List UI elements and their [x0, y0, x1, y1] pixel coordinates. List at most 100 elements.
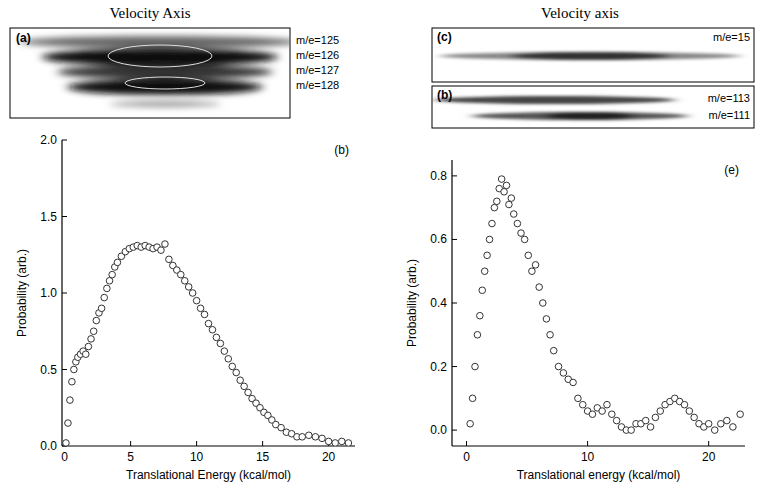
- data-point: [88, 336, 95, 343]
- image-band: [440, 52, 740, 60]
- y-tick: [62, 293, 67, 294]
- data-point: [114, 259, 121, 266]
- data-point: [529, 268, 536, 275]
- data-point: [85, 343, 92, 350]
- y-tick-label: 1.5: [40, 210, 57, 224]
- chart: 0.00.51.01.52.005101520Probability (arb.…: [15, 133, 355, 482]
- points: [63, 241, 352, 446]
- data-point: [71, 366, 78, 373]
- x-tick: [262, 441, 263, 446]
- section-title: Velocity axis: [541, 5, 619, 21]
- data-point: [686, 408, 693, 415]
- image-bands: [440, 52, 740, 60]
- data-point: [705, 420, 712, 427]
- data-point: [201, 311, 208, 318]
- data-point: [589, 411, 596, 418]
- data-point: [109, 271, 116, 278]
- data-point: [477, 312, 484, 319]
- x-axis-title: Translational energy (kcal/mol): [517, 468, 681, 482]
- data-point: [189, 290, 196, 297]
- data-point: [525, 252, 532, 259]
- figure: Velocity AxisVelocity axis(a)m/e=125m/e=…: [0, 0, 760, 492]
- data-point: [498, 176, 505, 183]
- x-tick-label: 0: [463, 450, 470, 464]
- y-tick-label: 0.8: [430, 169, 447, 183]
- image-band: [545, 112, 635, 120]
- data-point: [681, 401, 688, 408]
- data-point: [213, 334, 220, 341]
- image-band: [42, 48, 278, 66]
- data-point: [481, 268, 488, 275]
- data-point: [69, 378, 76, 385]
- data-point: [532, 262, 539, 269]
- section-title: Velocity Axis: [109, 5, 190, 21]
- y-tick: [62, 369, 67, 370]
- contour: [108, 45, 212, 67]
- y-tick: [452, 239, 457, 240]
- data-point: [63, 440, 70, 446]
- data-point: [579, 401, 586, 408]
- y-tick: [62, 140, 67, 141]
- data-point: [65, 420, 72, 427]
- data-point: [319, 435, 326, 442]
- data-point: [474, 331, 481, 338]
- data-point: [233, 369, 240, 376]
- data-point: [209, 326, 216, 333]
- x-tick-label: 10: [190, 450, 204, 464]
- data-point: [166, 256, 173, 263]
- mass-label: m/e=111: [709, 109, 750, 121]
- data-point: [560, 370, 567, 377]
- data-point: [599, 408, 606, 415]
- data-point: [604, 401, 611, 408]
- data-point: [717, 420, 724, 427]
- data-point: [181, 277, 188, 284]
- y-tick: [452, 175, 457, 176]
- data-point: [312, 434, 319, 441]
- mass-label: m/e=128: [296, 79, 339, 91]
- data-point: [104, 285, 111, 292]
- data-point: [197, 305, 204, 312]
- data-point: [479, 287, 486, 294]
- x-tick-label: 20: [702, 450, 716, 464]
- y-tick: [452, 366, 457, 367]
- data-point: [339, 438, 346, 445]
- y-tick-label: 0.6: [430, 232, 447, 246]
- x-axis-title: Translational Energy (kcal/mol): [126, 468, 291, 482]
- y-tick-label: 0.2: [430, 360, 447, 374]
- image-band: [510, 52, 670, 60]
- x-tick-label: 0: [61, 450, 68, 464]
- y-axis-title: Probability (arb.): [405, 259, 419, 347]
- data-point: [503, 182, 510, 189]
- data-point: [570, 379, 577, 386]
- data-point: [229, 363, 236, 370]
- data-point: [730, 424, 737, 431]
- data-point: [332, 440, 339, 446]
- y-tick-label: 2.0: [40, 133, 57, 147]
- data-point: [98, 305, 105, 312]
- image-band: [472, 112, 688, 120]
- y-axis-title: Probability (arb.): [15, 249, 29, 337]
- y-tick: [452, 430, 457, 431]
- data-point: [93, 317, 100, 324]
- data-point: [536, 284, 543, 291]
- data-point: [724, 417, 731, 424]
- data-point: [543, 316, 550, 323]
- mass-label: m/e=127: [296, 64, 339, 76]
- x-tick-label: 20: [322, 450, 336, 464]
- data-point: [550, 347, 557, 354]
- data-point: [491, 204, 498, 211]
- y-tick: [452, 303, 457, 304]
- image-band: [67, 79, 263, 95]
- image-bands: [435, 96, 688, 120]
- x-tick: [130, 441, 131, 446]
- data-point: [628, 427, 635, 434]
- chart: 0.00.20.40.60.801020Probability (arb.)Tr…: [405, 160, 745, 482]
- x-tick: [466, 441, 467, 446]
- data-point: [493, 198, 500, 205]
- data-point: [575, 395, 582, 402]
- data-point: [472, 363, 479, 370]
- data-point: [518, 230, 525, 237]
- x-tick: [587, 441, 588, 446]
- data-point: [67, 397, 74, 404]
- data-point: [647, 424, 654, 431]
